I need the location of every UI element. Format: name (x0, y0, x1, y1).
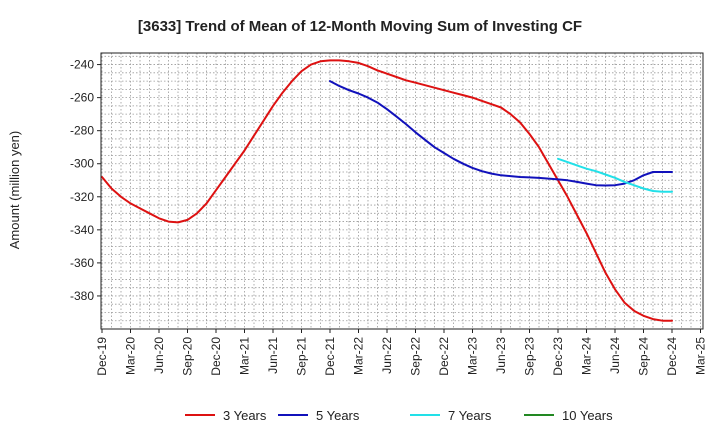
x-tick-label: Dec-23 (551, 337, 565, 376)
y-tick-label: -360 (70, 256, 94, 270)
plot-frame (100, 52, 704, 330)
y-tick-label: -240 (70, 58, 94, 72)
y-tick-label: -320 (70, 190, 94, 204)
legend-label: 7 Years (448, 408, 492, 423)
grid (101, 53, 703, 329)
y-tick-label: -340 (70, 223, 94, 237)
x-tick-label: Sep-23 (523, 337, 537, 376)
x-tick-label: Dec-24 (665, 337, 679, 376)
x-tick-label: Sep-20 (181, 337, 195, 376)
x-tick-label: Mar-20 (124, 337, 138, 375)
x-tick-label: Dec-22 (437, 337, 451, 376)
x-tick-label: Jun-23 (494, 337, 508, 374)
legend-label: 10 Years (562, 408, 613, 423)
x-axis: Dec-19 Mar-20 Jun-20 Sep-20 Dec-20 Mar-21 Jun-… (95, 329, 708, 376)
y-tick-label: -380 (70, 289, 94, 303)
x-tick-label: Jun-21 (266, 337, 280, 374)
y-tick-label: -300 (70, 157, 94, 171)
x-tick-label: Jun-22 (380, 337, 394, 374)
y-axis: -240 -260 -280 -300 -320 -340 -360 -380 (70, 58, 101, 303)
legend: 3 Years 5 Years 7 Years 10 Years (185, 408, 613, 423)
legend-label: 5 Years (316, 408, 360, 423)
x-tick-label: Sep-22 (409, 337, 423, 376)
x-tick-label: Mar-25 (694, 337, 708, 375)
legend-label: 3 Years (223, 408, 267, 423)
y-tick-label: -280 (70, 124, 94, 138)
y-axis-label: Amount (million yen) (7, 131, 22, 250)
x-tick-label: Jun-24 (608, 337, 622, 374)
x-tick-label: Jun-20 (152, 337, 166, 374)
plot-background (101, 53, 703, 329)
x-tick-label: Sep-24 (637, 337, 651, 376)
x-tick-label: Dec-19 (95, 337, 109, 376)
x-tick-label: Mar-23 (466, 337, 480, 375)
series-line-3-years (101, 59, 673, 322)
x-tick-label: Mar-24 (580, 337, 594, 375)
x-tick-label: Dec-21 (323, 337, 337, 376)
series-layer (101, 59, 673, 322)
x-tick-label: Sep-21 (295, 337, 309, 376)
chart-title: [3633] Trend of Mean of 12-Month Moving … (138, 18, 582, 35)
x-tick-label: Mar-22 (352, 337, 366, 375)
x-tick-label: Mar-21 (238, 337, 252, 375)
y-tick-label: -260 (70, 91, 94, 105)
series-line-5-years (329, 80, 673, 187)
x-tick-label: Dec-20 (209, 337, 223, 376)
series-line-7-years (557, 157, 673, 193)
